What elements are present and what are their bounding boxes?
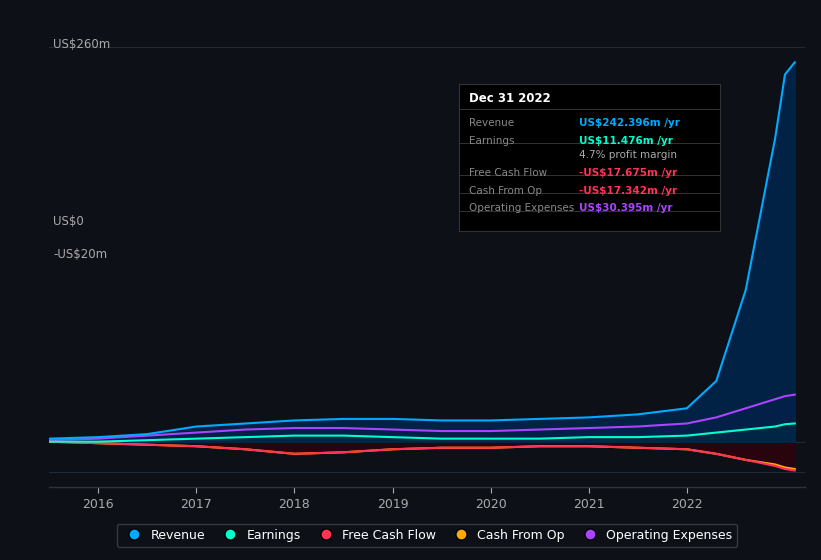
Text: Dec 31 2022: Dec 31 2022 — [470, 92, 551, 105]
Text: -US$20m: -US$20m — [53, 248, 108, 261]
Text: 4.7% profit margin: 4.7% profit margin — [579, 151, 677, 160]
Text: -US$17.342m /yr: -US$17.342m /yr — [579, 185, 677, 195]
Legend: Revenue, Earnings, Free Cash Flow, Cash From Op, Operating Expenses: Revenue, Earnings, Free Cash Flow, Cash … — [117, 524, 737, 547]
Text: US$260m: US$260m — [53, 38, 110, 51]
Text: -US$17.675m /yr: -US$17.675m /yr — [579, 168, 677, 178]
Text: Cash From Op: Cash From Op — [470, 185, 543, 195]
Text: US$11.476m /yr: US$11.476m /yr — [579, 136, 673, 146]
Text: US$30.395m /yr: US$30.395m /yr — [579, 203, 672, 213]
Text: Earnings: Earnings — [470, 136, 515, 146]
Text: Revenue: Revenue — [470, 118, 515, 128]
Text: US$0: US$0 — [53, 215, 84, 228]
Text: US$242.396m /yr: US$242.396m /yr — [579, 118, 680, 128]
Text: Operating Expenses: Operating Expenses — [470, 203, 575, 213]
Text: Free Cash Flow: Free Cash Flow — [470, 168, 548, 178]
